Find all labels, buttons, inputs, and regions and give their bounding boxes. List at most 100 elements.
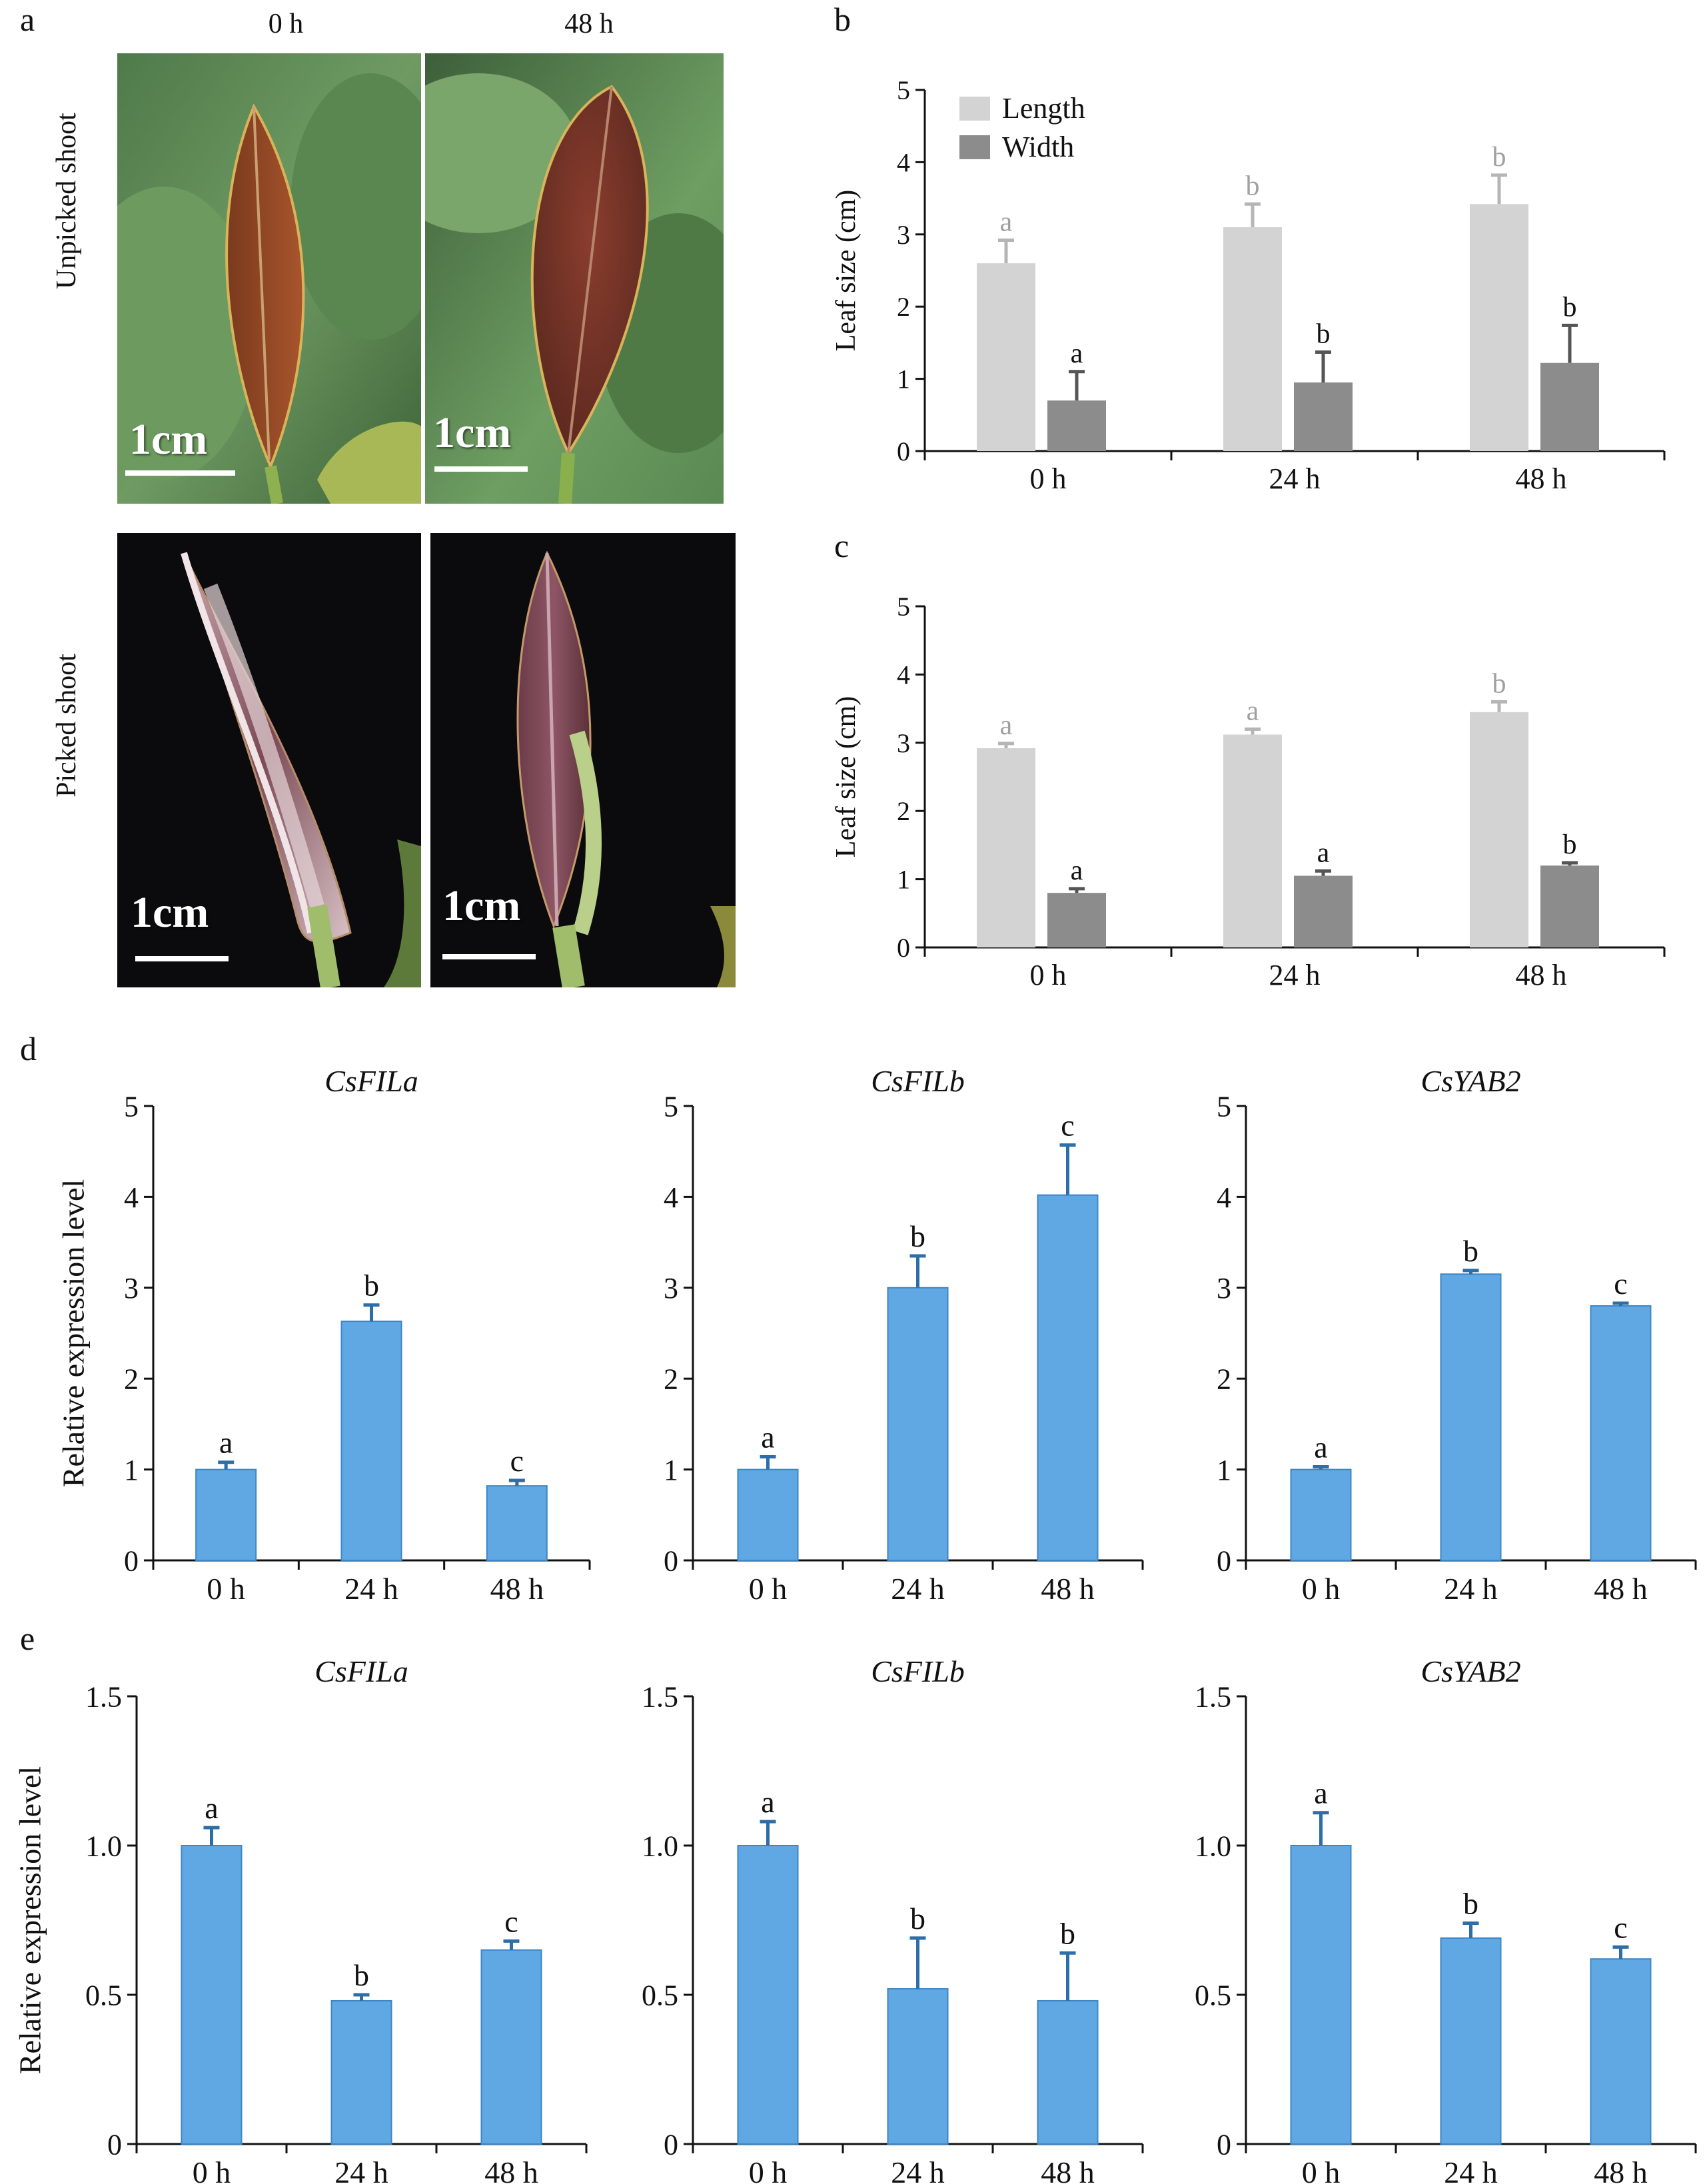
significance-letter: c bbox=[1614, 1910, 1627, 1944]
y-tick-label: 0 bbox=[664, 2128, 678, 2161]
significance-letter: b bbox=[1492, 142, 1506, 173]
y-tick-label: 0.5 bbox=[1195, 1979, 1231, 2011]
significance-letter: a bbox=[1247, 696, 1259, 726]
significance-letter: b bbox=[1317, 318, 1331, 349]
y-tick-label: 1 bbox=[1217, 1454, 1231, 1486]
y-tick-label: 0 bbox=[1217, 2128, 1231, 2161]
bar bbox=[486, 1485, 548, 1561]
y-tick-label: 4 bbox=[664, 1181, 678, 1214]
y-tick-label: 0.5 bbox=[642, 1979, 678, 2011]
y-tick-label: 2 bbox=[897, 796, 910, 826]
panel-label-b: b bbox=[834, 1, 851, 38]
bar bbox=[977, 263, 1035, 451]
y-tick-label: 3 bbox=[124, 1272, 139, 1305]
x-tick-label: 24 h bbox=[1444, 1572, 1498, 1606]
chart-title: CsYAB2 bbox=[1421, 1064, 1520, 1098]
y-tick-label: 1.5 bbox=[1195, 1680, 1231, 1713]
photo-unpicked-0h bbox=[117, 53, 421, 504]
y-tick-label: 5 bbox=[124, 1090, 139, 1123]
photo-unpicked-48h bbox=[425, 53, 724, 504]
significance-letter: b bbox=[1492, 668, 1506, 699]
legend-label: Length bbox=[1002, 92, 1085, 125]
chart-title: CsFILa bbox=[314, 1654, 408, 1688]
y-tick-label: 1 bbox=[664, 1454, 678, 1486]
chart-title: CsFILb bbox=[871, 1654, 965, 1688]
significance-letter: a bbox=[761, 1785, 774, 1819]
scale-label-4: 1cm bbox=[442, 881, 521, 930]
chart-svg-c: 0 1 2 3 4 5 0 h 24 h 48 h a a b a a b Leaf size (cm) bbox=[831, 592, 1666, 991]
bar bbox=[887, 1988, 949, 2145]
significance-letter: a bbox=[761, 1420, 774, 1454]
significance-letter: a bbox=[1314, 1430, 1327, 1464]
y-tick-label: 2 bbox=[897, 292, 910, 322]
significance-letter: b bbox=[354, 1958, 369, 1992]
chart-title: CsFILa bbox=[324, 1064, 418, 1098]
y-tick-label: 4 bbox=[897, 660, 910, 690]
bar bbox=[1290, 1468, 1352, 1561]
x-tick-label: 0 h bbox=[1302, 2155, 1341, 2184]
x-tick-label: 48 h bbox=[1594, 1572, 1648, 1606]
y-tick-label: 5 bbox=[897, 592, 910, 622]
row-label-picked: Picked shoot bbox=[51, 654, 82, 798]
x-tick-label: 48 h bbox=[490, 1572, 544, 1606]
y-tick-label: 1 bbox=[124, 1454, 139, 1486]
y-tick-label: 5 bbox=[897, 75, 910, 105]
significance-letter: b bbox=[1563, 292, 1577, 322]
significance-letter: b bbox=[910, 1902, 925, 1935]
y-tick-label: 0 bbox=[1217, 1544, 1231, 1577]
x-tick-label: 48 h bbox=[1041, 2155, 1095, 2184]
significance-letter: c bbox=[1614, 1267, 1627, 1301]
bar bbox=[181, 1845, 243, 2145]
chart-b-leaf-size-unpicked: 0 1 2 3 4 5 0 h 24 h 48 h a b b a b b Leaf size (cm) Len… bbox=[826, 67, 1705, 526]
significance-letter: c bbox=[510, 1444, 524, 1478]
chart-svg-d3: 0 1 2 3 4 5 0 h 24 h 48 h a b c CsYAB2 bbox=[1217, 1064, 1697, 1606]
x-tick-label: 48 h bbox=[1516, 959, 1567, 991]
significance-letter: c bbox=[1061, 1109, 1074, 1143]
bar bbox=[1540, 362, 1599, 451]
panel-label-e: e bbox=[20, 1620, 35, 1657]
y-tick-label: 0.5 bbox=[85, 1979, 122, 2011]
y-tick-label: 3 bbox=[897, 220, 910, 250]
x-tick-label: 0 h bbox=[193, 2155, 231, 2184]
x-tick-label: 0 h bbox=[1302, 1572, 1341, 1606]
bar bbox=[340, 1321, 402, 1561]
scale-bar-1 bbox=[125, 470, 235, 476]
x-tick-label: 48 h bbox=[1594, 2155, 1648, 2184]
bar bbox=[1470, 204, 1528, 451]
y-tick-label: 3 bbox=[897, 728, 910, 758]
x-tick-label: 0 h bbox=[207, 1572, 245, 1606]
chart-svg-b: 0 1 2 3 4 5 0 h 24 h 48 h a b b a b b Leaf size (cm) Len… bbox=[831, 75, 1666, 495]
x-tick-label: 24 h bbox=[1269, 462, 1321, 495]
chart-title: CsFILb bbox=[871, 1064, 965, 1098]
significance-letter: b bbox=[1246, 171, 1260, 201]
bar bbox=[1223, 227, 1282, 451]
bar bbox=[330, 1999, 392, 2145]
bar bbox=[1590, 1958, 1652, 2145]
y-axis-label: Relative expression level bbox=[57, 1179, 91, 1487]
significance-letter: a bbox=[1000, 207, 1013, 237]
y-tick-label: 1.5 bbox=[85, 1680, 122, 1713]
bar bbox=[480, 1949, 542, 2145]
bar bbox=[1037, 1999, 1099, 2145]
y-tick-label: 2 bbox=[124, 1363, 139, 1396]
scale-bar-4 bbox=[442, 954, 536, 959]
legend-swatch bbox=[959, 135, 990, 159]
chart-svg-d1: 0 1 2 3 4 5 0 h 24 h 48 h a b c CsFILa Relative expre… bbox=[57, 1064, 591, 1606]
chart-c-leaf-size-picked: 0 1 2 3 4 5 0 h 24 h 48 h a a b a a b Leaf size (cm) bbox=[826, 580, 1705, 999]
chart-d-csfila: 0 1 2 3 4 5 0 h 24 h 48 h a b c CsFILa Relative expre… bbox=[47, 1053, 600, 1619]
scale-label-1: 1cm bbox=[129, 415, 208, 464]
column-header-0h: 0 h bbox=[268, 9, 304, 39]
panel-label-c: c bbox=[834, 527, 850, 564]
significance-letter: a bbox=[1314, 1776, 1327, 1810]
y-axis-label: Relative expression level bbox=[13, 1766, 47, 2074]
significance-letter: a bbox=[219, 1426, 233, 1460]
bar bbox=[737, 1845, 799, 2145]
chart-title: CsYAB2 bbox=[1421, 1654, 1520, 1688]
bar bbox=[1440, 1273, 1502, 1561]
significance-letter: b bbox=[910, 1219, 925, 1253]
significance-letter: a bbox=[1317, 837, 1330, 868]
bar bbox=[977, 748, 1035, 947]
significance-letter: a bbox=[205, 1791, 218, 1825]
chart-svg-e2: 0 0.5 1.0 1.5 0 h 24 h 48 h a b b CsFILb bbox=[642, 1654, 1144, 2184]
bar bbox=[1590, 1305, 1652, 1561]
